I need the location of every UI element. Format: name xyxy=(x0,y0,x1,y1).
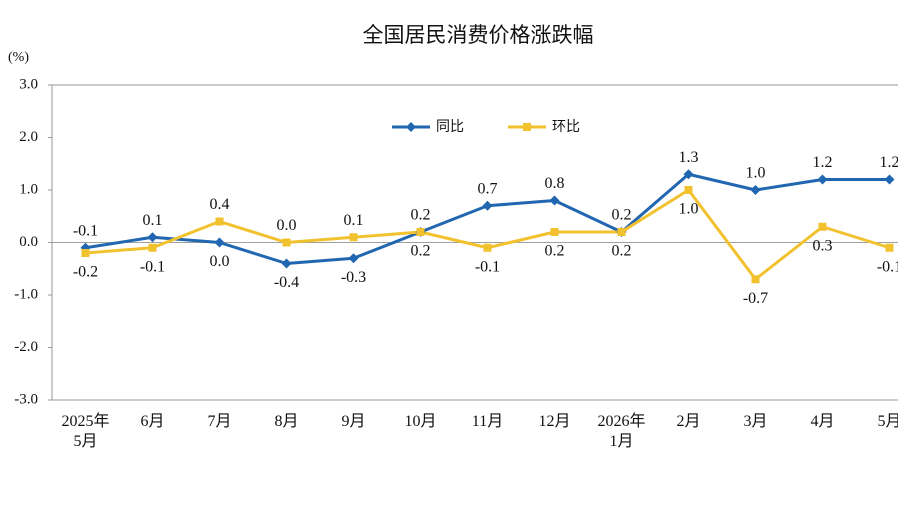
x-tick-label: 9月 xyxy=(341,413,366,430)
data-point xyxy=(750,185,761,195)
data-point xyxy=(550,228,559,236)
y-tick-label: 3.0 xyxy=(19,76,38,92)
legend-marker xyxy=(523,123,531,131)
data-point xyxy=(549,195,560,206)
x-tick-label: 2026年 1月 xyxy=(597,413,646,450)
data-label: 1.2 xyxy=(880,154,898,171)
y-tick-label: -1.0 xyxy=(14,286,38,302)
x-tick-label: 8月 xyxy=(274,413,299,430)
data-label: 1.2 xyxy=(813,154,833,171)
data-point xyxy=(147,232,158,243)
data-label: 0.4 xyxy=(210,196,230,213)
data-label: -0.1 xyxy=(877,258,898,275)
data-label: -0.1 xyxy=(140,258,165,275)
data-point xyxy=(885,243,894,252)
x-tick-label: 10月 xyxy=(404,413,437,430)
data-label: 0.2 xyxy=(545,243,565,260)
data-label: -0.4 xyxy=(274,274,299,291)
x-tick-label: 7月 xyxy=(207,413,232,430)
data-label: 1.3 xyxy=(679,149,699,166)
y-tick-label: -2.0 xyxy=(14,339,38,355)
y-axis-label: (%) xyxy=(8,50,29,65)
data-point xyxy=(817,174,828,185)
data-point xyxy=(483,243,492,252)
data-point xyxy=(684,186,693,194)
y-tick-label: 1.0 xyxy=(19,181,38,197)
data-label: 0.7 xyxy=(478,180,498,197)
y-tick-label: 0.0 xyxy=(19,234,38,250)
data-label: 0.2 xyxy=(612,207,632,224)
data-point xyxy=(751,275,760,284)
data-label: 0.2 xyxy=(411,243,431,260)
legend-label: 环比 xyxy=(552,119,580,135)
x-tick-label: 4月 xyxy=(810,413,835,430)
data-point xyxy=(282,238,291,247)
data-point xyxy=(281,258,292,269)
chart-title: 全国居民消费价格涨跌幅 xyxy=(363,23,594,47)
x-tick-label: 6月 xyxy=(140,413,165,430)
x-tick-label: 3月 xyxy=(743,413,768,430)
x-tick-label: 11月 xyxy=(471,413,504,430)
data-label: 0.1 xyxy=(143,212,163,229)
data-label: -0.1 xyxy=(475,258,500,275)
data-point xyxy=(215,217,224,226)
data-label: -0.2 xyxy=(73,264,98,281)
data-label: -0.3 xyxy=(341,269,366,286)
legend-label: 同比 xyxy=(436,119,464,135)
data-point xyxy=(482,200,493,211)
data-point xyxy=(348,253,359,264)
x-tick-label: 2月 xyxy=(676,413,701,430)
data-point xyxy=(81,249,90,257)
data-label: 1.0 xyxy=(679,201,699,218)
data-label: 0.8 xyxy=(545,175,565,192)
data-label: 0.2 xyxy=(612,243,632,260)
y-tick-label: 2.0 xyxy=(19,129,38,145)
x-tick-label: 2025年 5月 xyxy=(61,413,110,450)
data-point xyxy=(214,237,225,248)
x-tick-label: 5月 xyxy=(877,413,898,430)
x-tick-label: 12月 xyxy=(538,413,571,430)
data-label: 1.0 xyxy=(746,165,766,182)
data-label: -0.7 xyxy=(743,290,768,307)
data-label: 0.2 xyxy=(411,207,431,224)
data-label: 0.0 xyxy=(277,217,297,234)
data-point xyxy=(617,228,626,236)
y-tick-label: -3.0 xyxy=(14,391,38,407)
data-point xyxy=(884,174,895,185)
data-label: 0.3 xyxy=(813,237,833,254)
data-point xyxy=(818,222,827,231)
data-point xyxy=(416,228,425,236)
data-label: 0.1 xyxy=(344,212,364,229)
data-label: -0.1 xyxy=(73,222,98,239)
data-point xyxy=(148,243,157,252)
data-label: 0.0 xyxy=(210,253,230,270)
data-point xyxy=(683,169,694,180)
data-point xyxy=(349,233,358,242)
legend-marker xyxy=(406,122,416,132)
